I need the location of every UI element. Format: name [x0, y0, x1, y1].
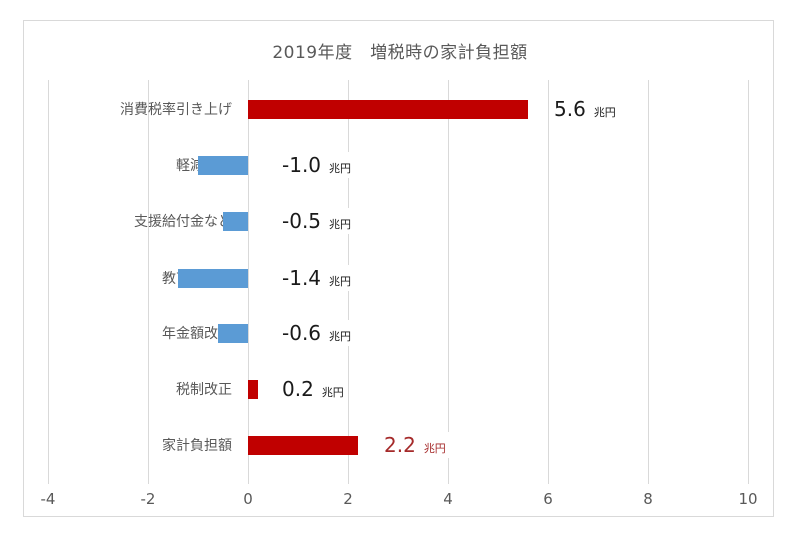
x-tick-label: 6 [543, 490, 553, 508]
data-label-unit: 兆円 [593, 106, 616, 119]
data-label-value: 0.2 [282, 377, 314, 401]
data-label: 5.6 兆円 [550, 96, 620, 122]
category-label: 税制改正 [176, 382, 232, 398]
bar [178, 269, 248, 288]
bar [248, 380, 258, 399]
data-label-unit: 兆円 [329, 218, 352, 231]
x-tick-label: 8 [643, 490, 653, 508]
data-label-unit: 兆円 [329, 162, 352, 175]
data-label-value: -1.0 [282, 153, 322, 177]
category-label: 支援給付金など [134, 214, 232, 230]
gridline [648, 80, 649, 484]
bar [223, 212, 248, 231]
data-label: -1.4 兆円 [278, 265, 356, 291]
gridline [548, 80, 549, 484]
data-label-value: 5.6 [554, 97, 586, 121]
gridline [248, 80, 249, 484]
bar [218, 324, 248, 343]
gridline [148, 80, 149, 484]
gridline [48, 80, 49, 484]
data-label: 0.2 兆円 [278, 376, 348, 402]
gridline [448, 80, 449, 484]
bar [198, 156, 248, 175]
x-tick-label: 0 [243, 490, 253, 508]
data-label-value: -1.4 [282, 266, 322, 290]
x-tick-label: 2 [343, 490, 353, 508]
data-label: -0.5 兆円 [278, 208, 356, 234]
category-label: 家計負担額 [162, 438, 232, 454]
data-label-unit: 兆円 [423, 442, 446, 455]
data-label-value: 2.2 [384, 433, 416, 457]
category-label: 消費税率引き上げ [120, 102, 232, 118]
data-label-unit: 兆円 [329, 275, 352, 288]
category-label: 年金額改定 [162, 326, 232, 342]
bar [248, 100, 528, 119]
data-label-unit: 兆円 [321, 386, 344, 399]
x-tick-label: 4 [443, 490, 453, 508]
data-label-value: -0.5 [282, 209, 322, 233]
x-tick-label: -4 [40, 490, 56, 508]
data-label: 2.2 兆円 [380, 432, 450, 458]
chart-title: 2019年度 増税時の家計負担額 [272, 43, 528, 63]
x-tick-label: -2 [140, 490, 156, 508]
data-label-value: -0.6 [282, 321, 322, 345]
bar [248, 436, 358, 455]
gridline [748, 80, 749, 484]
data-label-unit: 兆円 [329, 330, 352, 343]
x-tick-label: 10 [738, 490, 758, 508]
data-label: -0.6 兆円 [278, 320, 356, 346]
data-label: -1.0 兆円 [278, 152, 356, 178]
